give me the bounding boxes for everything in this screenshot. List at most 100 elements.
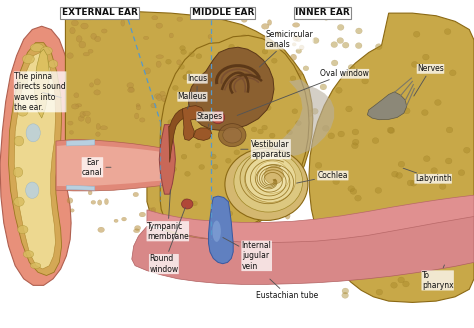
Ellipse shape	[409, 223, 415, 229]
Ellipse shape	[198, 76, 205, 80]
Ellipse shape	[407, 180, 414, 186]
Ellipse shape	[226, 197, 230, 203]
Ellipse shape	[76, 36, 82, 42]
Ellipse shape	[13, 167, 23, 177]
Ellipse shape	[129, 87, 134, 92]
Ellipse shape	[206, 226, 211, 231]
Ellipse shape	[314, 233, 320, 239]
Ellipse shape	[213, 231, 218, 237]
Ellipse shape	[272, 179, 277, 183]
Ellipse shape	[277, 233, 283, 238]
Ellipse shape	[281, 94, 288, 99]
Ellipse shape	[246, 55, 254, 60]
Ellipse shape	[212, 76, 216, 83]
Ellipse shape	[292, 148, 300, 154]
Text: Oval window: Oval window	[237, 69, 369, 115]
Ellipse shape	[299, 150, 304, 156]
Ellipse shape	[313, 266, 319, 272]
Ellipse shape	[217, 215, 224, 221]
Ellipse shape	[268, 143, 273, 148]
Ellipse shape	[88, 191, 92, 195]
Polygon shape	[189, 47, 274, 131]
Ellipse shape	[81, 23, 88, 29]
Polygon shape	[309, 13, 474, 302]
Polygon shape	[367, 92, 407, 120]
Ellipse shape	[128, 88, 135, 92]
Ellipse shape	[338, 131, 345, 137]
Ellipse shape	[270, 229, 276, 233]
Ellipse shape	[216, 154, 220, 160]
Ellipse shape	[94, 79, 100, 85]
Polygon shape	[132, 212, 474, 284]
Ellipse shape	[122, 217, 127, 221]
Ellipse shape	[151, 207, 156, 213]
Ellipse shape	[144, 68, 151, 74]
Ellipse shape	[72, 104, 79, 109]
Ellipse shape	[147, 208, 155, 214]
Polygon shape	[34, 49, 49, 118]
Ellipse shape	[199, 165, 205, 170]
Ellipse shape	[296, 49, 301, 53]
Ellipse shape	[190, 184, 196, 188]
Ellipse shape	[162, 98, 168, 102]
Ellipse shape	[413, 31, 420, 37]
Ellipse shape	[165, 196, 170, 200]
Ellipse shape	[67, 198, 73, 203]
Ellipse shape	[337, 24, 344, 30]
Ellipse shape	[352, 143, 358, 149]
Ellipse shape	[438, 199, 444, 205]
Ellipse shape	[331, 42, 337, 48]
Ellipse shape	[98, 200, 102, 205]
Ellipse shape	[323, 14, 329, 20]
Ellipse shape	[215, 152, 221, 157]
Ellipse shape	[185, 171, 191, 176]
Ellipse shape	[139, 118, 145, 122]
Ellipse shape	[195, 180, 200, 185]
Ellipse shape	[262, 36, 266, 40]
Ellipse shape	[91, 33, 97, 39]
Ellipse shape	[246, 107, 251, 112]
Ellipse shape	[264, 166, 283, 184]
Ellipse shape	[229, 174, 235, 178]
Ellipse shape	[258, 129, 264, 134]
Ellipse shape	[429, 256, 436, 262]
Ellipse shape	[218, 79, 224, 85]
Text: Semicircular
canals: Semicircular canals	[259, 30, 313, 67]
Ellipse shape	[18, 226, 28, 234]
Ellipse shape	[245, 112, 251, 117]
Ellipse shape	[177, 60, 181, 65]
Ellipse shape	[23, 251, 34, 258]
Ellipse shape	[453, 257, 460, 263]
Ellipse shape	[40, 47, 53, 55]
Polygon shape	[66, 185, 95, 190]
Ellipse shape	[234, 150, 240, 155]
Ellipse shape	[209, 224, 215, 228]
Ellipse shape	[212, 221, 221, 242]
Ellipse shape	[251, 127, 257, 132]
Ellipse shape	[387, 127, 394, 133]
Ellipse shape	[195, 223, 200, 227]
Ellipse shape	[191, 62, 197, 68]
Text: Incus: Incus	[187, 74, 207, 102]
Ellipse shape	[414, 238, 420, 244]
Ellipse shape	[314, 221, 321, 227]
Ellipse shape	[258, 89, 265, 95]
Ellipse shape	[195, 143, 201, 148]
Ellipse shape	[114, 219, 118, 222]
Ellipse shape	[180, 142, 185, 148]
Ellipse shape	[228, 196, 232, 200]
Ellipse shape	[296, 36, 301, 42]
Ellipse shape	[342, 242, 348, 248]
Polygon shape	[266, 79, 334, 157]
Ellipse shape	[96, 132, 100, 136]
Ellipse shape	[161, 95, 168, 102]
Ellipse shape	[75, 104, 82, 107]
Ellipse shape	[303, 66, 309, 71]
Ellipse shape	[423, 156, 430, 162]
Ellipse shape	[299, 178, 304, 183]
Text: Round
window: Round window	[149, 208, 185, 274]
Ellipse shape	[173, 85, 178, 90]
Ellipse shape	[155, 94, 161, 99]
Ellipse shape	[199, 85, 204, 90]
Ellipse shape	[444, 29, 451, 34]
